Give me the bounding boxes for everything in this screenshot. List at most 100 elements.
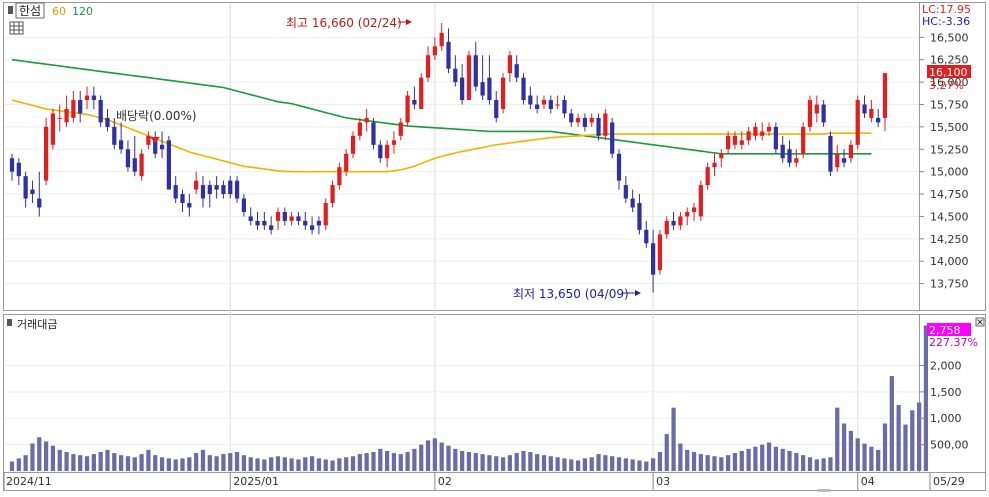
candle-body [841, 158, 847, 163]
volume-bar [794, 453, 799, 471]
volume-bar [57, 449, 62, 471]
candle-body [698, 185, 703, 217]
candle-body [650, 243, 656, 275]
grid-lines [4, 3, 919, 472]
volume-bar [657, 452, 663, 471]
candle [855, 95, 860, 150]
candle-body [460, 77, 465, 101]
volume-bar [801, 455, 806, 471]
candle-body [91, 95, 96, 101]
volume-bar [494, 456, 499, 471]
candle-body [405, 95, 410, 123]
price-tick-label: 16,500 [930, 31, 969, 44]
candle-body [398, 122, 403, 136]
candle [589, 113, 594, 127]
candle [262, 211, 267, 230]
candle [289, 211, 294, 226]
price-tick-label: 16,250 [930, 54, 969, 67]
price-tick-label: 15,750 [930, 99, 969, 112]
price-axis-ticks: 16,500 16,250 16,000 15,750 15,500 15,250 15,0… [919, 31, 969, 291]
candle-body [623, 185, 628, 199]
volume-bar [112, 453, 117, 471]
volume-bar [603, 455, 608, 471]
candle [173, 176, 178, 204]
volume-tick-label: 1,500 [930, 386, 962, 399]
x-tick-label: 05/29 [933, 475, 965, 488]
candle-body [575, 117, 581, 123]
volume-bar [548, 456, 553, 471]
candle [569, 108, 574, 127]
candle-body [16, 162, 21, 177]
panel-close-icon[interactable] [975, 317, 985, 327]
candle-body [262, 220, 267, 226]
volume-bar [385, 450, 390, 471]
candle [180, 189, 185, 212]
candle-body [480, 82, 485, 96]
candle [719, 149, 724, 168]
current-volume-box [927, 323, 971, 336]
candle [43, 117, 49, 186]
candle-body [555, 104, 560, 106]
candle-body [371, 122, 376, 145]
volume-bar [255, 458, 260, 471]
candle [528, 86, 533, 109]
candle [146, 131, 151, 150]
candle-body [466, 55, 472, 101]
candle [507, 50, 512, 83]
candle-body [112, 126, 117, 145]
volume-bar [855, 438, 860, 471]
volume-bar [146, 449, 151, 471]
candle-body [146, 135, 151, 145]
candle [794, 149, 799, 168]
candle [876, 108, 881, 127]
volume-bar [378, 448, 383, 471]
candle [385, 140, 390, 168]
volume-bar [282, 457, 287, 471]
x-tick-label: 04 [861, 475, 875, 488]
candle-body [43, 126, 49, 181]
scroll-handle[interactable] [818, 489, 830, 492]
candle-body [821, 104, 826, 123]
candle [596, 113, 601, 141]
candle-body [869, 108, 874, 118]
volume-bar [37, 437, 42, 471]
x-tick-label: 02 [438, 475, 452, 488]
volume-bar [623, 458, 628, 471]
legend-name-box[interactable] [15, 2, 45, 19]
candle-body [357, 122, 362, 136]
candle-body [132, 158, 137, 172]
candle [623, 176, 628, 204]
volume-bar [316, 458, 322, 471]
candle [282, 207, 287, 226]
candle-body [807, 100, 813, 127]
candle-body [364, 117, 369, 123]
candle-body [187, 203, 192, 208]
candle-body [425, 55, 431, 78]
candle-body [514, 64, 519, 78]
volume-bar [787, 450, 792, 471]
candle-body [794, 158, 799, 163]
volume-bar [91, 454, 96, 471]
candle [91, 86, 96, 109]
candle-body [412, 100, 417, 105]
candle-body [330, 185, 335, 204]
volume-bar [248, 457, 253, 471]
volume-bar [903, 424, 908, 471]
candle-body [521, 77, 526, 101]
candle-body [64, 108, 69, 123]
volume-bar [507, 455, 512, 471]
grid-table-icon[interactable] [9, 21, 24, 35]
candle [807, 95, 813, 132]
volume-bar [773, 446, 778, 471]
candle-body [228, 180, 233, 195]
volume-bar [23, 455, 28, 471]
candle [657, 229, 663, 275]
volume-bar [105, 449, 110, 471]
x-axis-frame [3, 472, 986, 491]
candle-body [323, 203, 328, 226]
volume-bar [446, 445, 451, 471]
candle [814, 95, 819, 123]
annotation-high: 최고 16,660 (02/24) [286, 16, 402, 30]
